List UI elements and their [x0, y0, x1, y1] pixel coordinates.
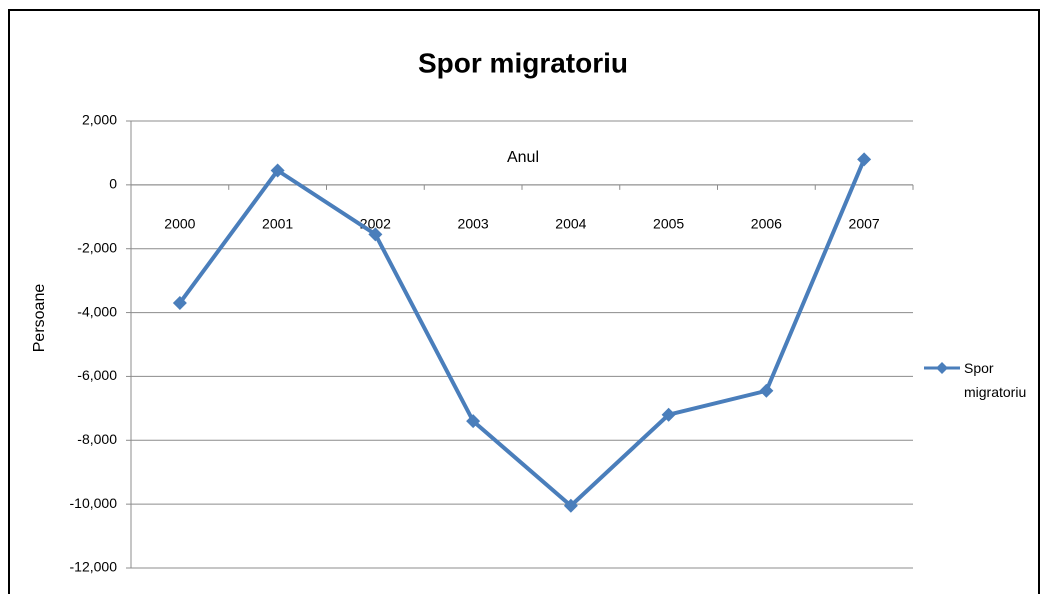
marker	[172, 295, 187, 310]
legend-label: Spor migratoriu	[964, 360, 1027, 400]
marker	[759, 383, 774, 398]
y-axis-title: Persoane	[31, 284, 48, 353]
x-tick-label: 2000	[164, 216, 195, 232]
legend-marker	[936, 362, 948, 374]
y-tick-label: -2,000	[77, 239, 117, 255]
marker	[857, 152, 872, 167]
chart-title: Spor migratoriu	[418, 47, 628, 78]
x-tick-label: 2006	[751, 216, 782, 232]
marker	[270, 163, 285, 178]
y-tick-label: 2,000	[82, 112, 117, 128]
marker	[563, 498, 578, 513]
y-tick-label: -10,000	[70, 495, 118, 511]
y-tick-label: -6,000	[77, 367, 117, 383]
y-tick-label: 0	[109, 176, 117, 192]
x-axis-title: Anul	[507, 149, 539, 166]
x-tick-label: 2004	[555, 216, 586, 232]
marker	[368, 227, 383, 242]
x-tick-label: 2001	[262, 216, 293, 232]
y-tick-label: -4,000	[77, 303, 117, 319]
x-tick-label: 2005	[653, 216, 684, 232]
x-tick-label: 2007	[849, 216, 880, 232]
marker	[661, 407, 676, 422]
chart-border	[8, 9, 1040, 594]
x-tick-label: 2003	[458, 216, 489, 232]
series-line	[178, 158, 866, 508]
y-tick-label: -12,000	[70, 559, 118, 575]
marker	[466, 414, 481, 429]
y-tick-label: -8,000	[77, 431, 117, 447]
